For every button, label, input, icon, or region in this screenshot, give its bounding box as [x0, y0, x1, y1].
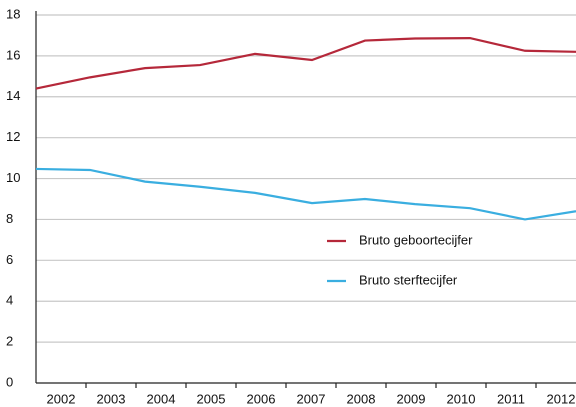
y-tick-label: 2 [6, 334, 13, 349]
x-tick-label: 2007 [297, 391, 326, 406]
y-tick-label: 10 [6, 170, 20, 185]
y-tick-label: 8 [6, 211, 13, 226]
y-tick-label: 16 [6, 47, 20, 62]
y-tick-label: 12 [6, 129, 20, 144]
y-tick-label: 6 [6, 252, 13, 267]
x-tick-label: 2003 [97, 391, 126, 406]
x-tick-label: 2012 [547, 391, 576, 406]
y-tick-label: 0 [6, 374, 13, 389]
line [35, 167, 576, 221]
legend-label: Bruto geboortecijfer [359, 232, 473, 247]
x-tick-label: 2006 [247, 391, 276, 406]
x-tick-label: 2008 [347, 391, 376, 406]
x-tick-label: 2009 [397, 391, 426, 406]
x-tick-label: 2002 [47, 391, 76, 406]
x-tick-label: 2011 [497, 391, 525, 406]
line [35, 37, 576, 90]
x-tick-label: 2005 [197, 391, 226, 406]
y-tick-label: 18 [6, 6, 20, 21]
x-tick-label: 2004 [147, 391, 176, 406]
legend-label: Bruto sterftecijfer [359, 272, 458, 287]
y-tick-label: 4 [6, 293, 13, 308]
y-tick-label: 14 [6, 88, 20, 103]
x-tick-label: 2010 [447, 391, 476, 406]
